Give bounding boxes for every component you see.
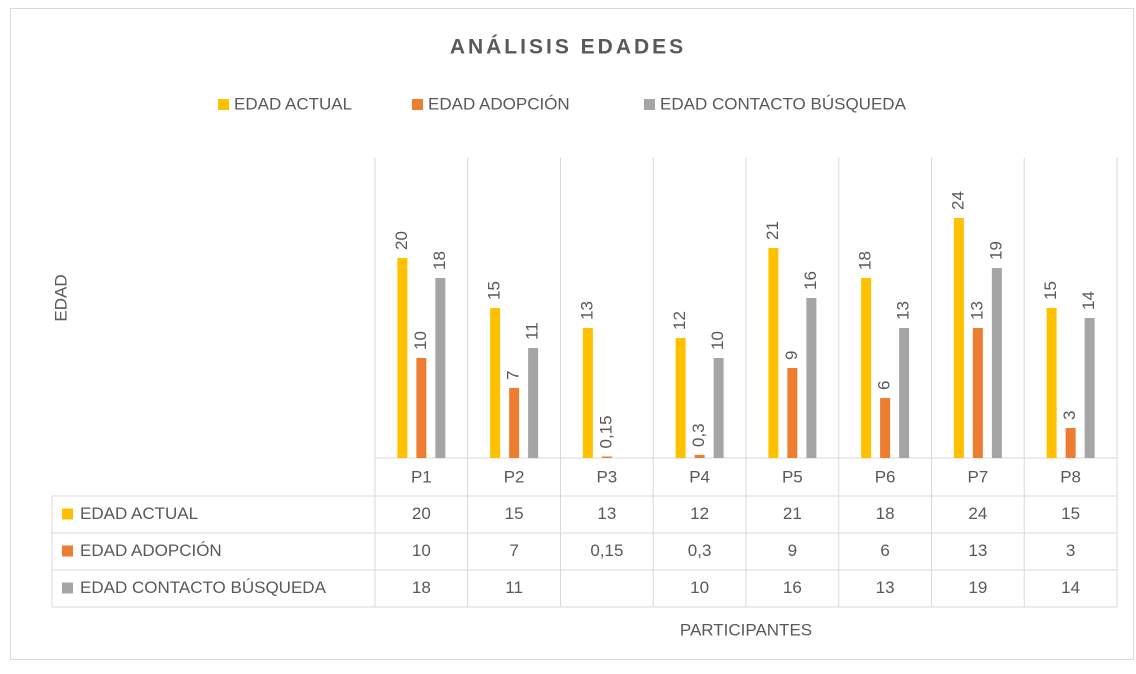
legend-swatch	[412, 99, 423, 110]
x-tick-label: P8	[1060, 467, 1081, 486]
x-tick-label: P5	[782, 467, 803, 486]
table-cell: 18	[412, 578, 431, 597]
bar	[972, 328, 983, 458]
data-label: 18	[856, 251, 875, 270]
data-label: 14	[1079, 291, 1098, 310]
table-cell: 10	[412, 541, 431, 560]
data-label: 12	[670, 311, 689, 330]
data-label: 9	[782, 351, 801, 360]
legend-swatch	[644, 99, 655, 110]
data-label: 10	[708, 331, 727, 350]
table-legend-swatch	[62, 582, 73, 594]
bar	[806, 298, 817, 458]
bar	[416, 358, 427, 458]
bar	[435, 278, 446, 458]
table-cell: 15	[505, 504, 524, 523]
table-cell: 6	[880, 541, 889, 560]
chart-frame	[10, 8, 1134, 660]
table-row-label: EDAD ACTUAL	[80, 504, 198, 523]
x-tick-label: P4	[689, 467, 710, 486]
table-cell: 11	[505, 578, 523, 597]
legend-label: EDAD ACTUAL	[234, 94, 352, 113]
bar	[768, 248, 779, 458]
y-axis-label: EDAD	[51, 274, 70, 321]
table-legend-swatch	[62, 545, 73, 557]
data-label: 18	[430, 251, 449, 270]
data-label: 13	[894, 301, 913, 320]
bar	[490, 308, 501, 458]
data-label: 15	[485, 281, 504, 300]
bar	[899, 328, 910, 458]
x-tick-label: P1	[411, 467, 432, 486]
data-label: 13	[967, 301, 986, 320]
table-row-label: EDAD CONTACTO BÚSQUEDA	[80, 578, 327, 597]
bar	[528, 348, 539, 458]
table-cell: 0,15	[590, 541, 623, 560]
bar	[675, 338, 686, 458]
x-tick-label: P3	[596, 467, 617, 486]
table-row-label: EDAD ADOPCIÓN	[80, 541, 222, 560]
data-label: 20	[392, 231, 411, 250]
bar	[713, 358, 724, 458]
bar	[694, 455, 705, 458]
chart-title: ANÁLISIS EDADES	[450, 36, 686, 59]
data-label: 21	[763, 221, 782, 240]
table-cell: 16	[783, 578, 802, 597]
table-cell: 20	[412, 504, 431, 523]
table-cell: 14	[1061, 578, 1080, 597]
bar	[991, 268, 1002, 458]
data-label: 0,15	[596, 415, 615, 448]
data-label: 6	[875, 381, 894, 390]
legend-label: EDAD CONTACTO BÚSQUEDA	[660, 94, 907, 113]
table-cell: 18	[876, 504, 895, 523]
table-cell: 13	[597, 504, 616, 523]
table-cell: 9	[788, 541, 797, 560]
legend-swatch	[218, 99, 229, 110]
data-label: 16	[801, 271, 820, 290]
bar	[1065, 428, 1076, 458]
bar	[1084, 318, 1095, 458]
table-cell: 13	[876, 578, 895, 597]
table-cell: 15	[1061, 504, 1080, 523]
data-label: 19	[986, 241, 1005, 260]
table-cell: 19	[968, 578, 987, 597]
bar	[787, 368, 798, 458]
data-label: 7	[504, 371, 523, 380]
bar	[397, 258, 408, 458]
data-label: 11	[523, 322, 542, 340]
x-tick-label: P6	[875, 467, 896, 486]
bar	[880, 398, 891, 458]
legend-label: EDAD ADOPCIÓN	[428, 94, 570, 113]
data-label: 24	[948, 191, 967, 210]
x-tick-label: P7	[967, 467, 988, 486]
bar	[601, 456, 612, 458]
data-label: 10	[411, 331, 430, 350]
table-cell: 21	[783, 504, 802, 523]
bar	[953, 218, 964, 458]
data-label: 15	[1041, 281, 1060, 300]
bar	[1046, 308, 1057, 458]
bar	[582, 328, 593, 458]
data-label: 13	[577, 301, 596, 320]
table-cell: 0,3	[688, 541, 712, 560]
table-cell: 7	[509, 541, 518, 560]
table-cell: 12	[690, 504, 709, 523]
table-legend-swatch	[62, 508, 73, 520]
data-label: 3	[1060, 411, 1079, 420]
table-cell: 3	[1066, 541, 1075, 560]
bar	[509, 388, 520, 458]
table-cell: 13	[968, 541, 987, 560]
table-cell: 24	[968, 504, 987, 523]
x-tick-label: P2	[504, 467, 525, 486]
data-label: 0,3	[689, 423, 708, 447]
bar	[861, 278, 872, 458]
x-axis-label: PARTICIPANTES	[680, 620, 812, 639]
table-cell: 10	[690, 578, 709, 597]
